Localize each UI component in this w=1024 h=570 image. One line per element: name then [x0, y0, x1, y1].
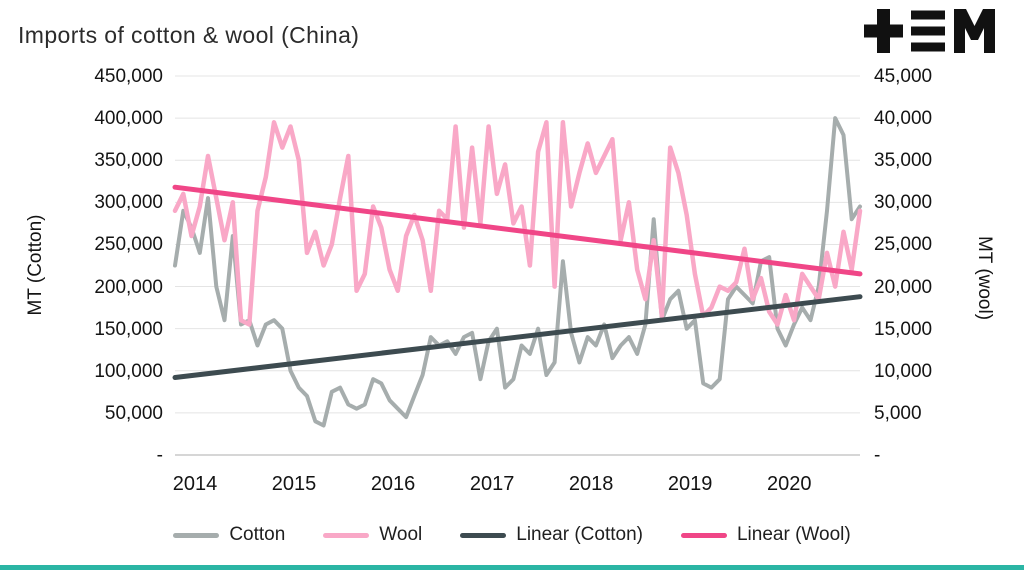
legend-label: Linear (Cotton)	[516, 524, 643, 545]
legend-swatch	[680, 532, 727, 538]
legend-label: Linear (Wool)	[736, 524, 851, 545]
tem-logo	[864, 9, 995, 53]
left-axis-tick: 150,000	[94, 318, 163, 340]
x-axis-tick: 2019	[667, 473, 713, 495]
left-axis-tick: 250,000	[94, 234, 163, 256]
right-axis-tick: 30,000	[874, 192, 933, 214]
left-axis-tick: 400,000	[94, 108, 163, 130]
left-axis-tick: 300,000	[94, 192, 163, 214]
left-axis-title: MT (Cotton)	[25, 214, 46, 316]
right-axis-tick: -	[874, 445, 881, 466]
logo-m-glyph	[954, 9, 995, 53]
right-axis-tick: 25,000	[874, 234, 933, 256]
legend-item: Cotton	[173, 524, 285, 546]
series-line-cotton	[173, 116, 862, 428]
x-axis-tick: 2020	[766, 473, 812, 495]
right-axis-tick: 35,000	[874, 150, 933, 172]
right-axis-tick: 40,000	[874, 108, 933, 130]
x-axis-tick: 2014	[172, 473, 218, 495]
brand-accent-bar	[0, 565, 1024, 570]
x-axis-tick: 2016	[370, 473, 416, 495]
left-axis-tick: 450,000	[94, 66, 163, 87]
legend-item: Wool	[323, 524, 422, 546]
x-axis-tick: 2015	[271, 473, 317, 495]
left-axis-tick: 100,000	[94, 360, 163, 382]
legend-item: Linear (Cotton)	[460, 524, 643, 546]
left-axis-tick: 350,000	[94, 150, 163, 172]
plot-area	[172, 75, 863, 456]
chart-legend: Cotton Wool Linear (Cotton) Linear (Wool)	[0, 518, 1024, 552]
right-axis-tick: 45,000	[874, 66, 933, 87]
legend-swatch	[173, 532, 220, 538]
legend-label: Cotton	[229, 524, 286, 545]
legend-item: Linear (Wool)	[680, 524, 851, 546]
trendline-linear-cotton	[172, 294, 863, 380]
trendline-linear-wool	[172, 184, 863, 277]
x-axis-tick: 2018	[568, 473, 614, 495]
chart-title: Imports of cotton & wool (China)	[18, 22, 360, 48]
right-axis-tick: 15,000	[874, 318, 933, 340]
left-axis-tick: -	[156, 445, 163, 466]
x-axis-tick: 2017	[469, 473, 515, 495]
left-axis-tick: 50,000	[104, 402, 163, 424]
left-axis-tick: 200,000	[94, 276, 163, 298]
right-axis-tick: 5,000	[874, 402, 922, 424]
right-axis-tick: 20,000	[874, 276, 933, 298]
legend-swatch	[460, 532, 507, 538]
legend-label: Wool	[379, 524, 423, 545]
series-line-wool	[172, 120, 863, 327]
right-axis-tick: 10,000	[874, 360, 933, 382]
right-axis-title: MT (wool)	[974, 235, 995, 321]
logo-bars-icon	[911, 10, 945, 20]
legend-swatch	[323, 532, 370, 538]
